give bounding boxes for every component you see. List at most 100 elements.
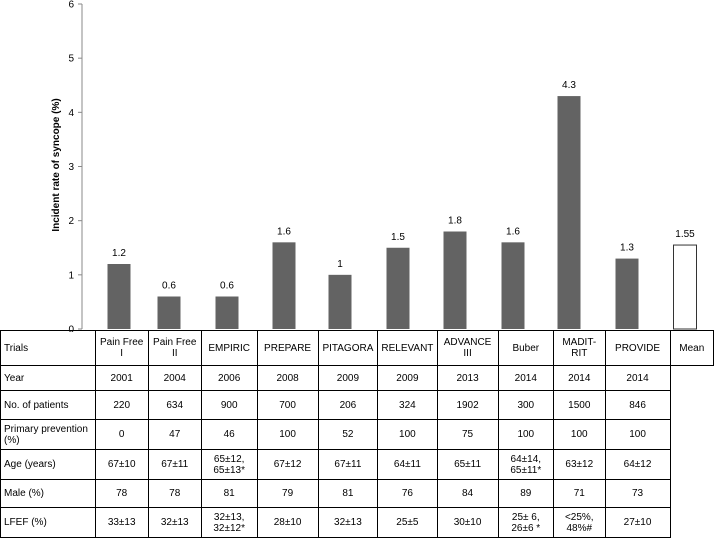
table-cell: 81: [200, 479, 258, 508]
table-cell: 67±11: [147, 449, 202, 480]
table-row: Age (years) 67±10 67±11 65±12, 65±13* 67±12 6…: [0, 449, 714, 480]
table-header-cell: PREPARE: [256, 330, 319, 366]
table-cell: 25± 6, 26±6 *: [497, 507, 554, 538]
empty-cell: [670, 480, 714, 508]
data-label: 1.2: [112, 248, 126, 259]
table-cell: 1500: [552, 390, 606, 420]
table-cell: 100: [604, 419, 671, 450]
bars: [107, 96, 697, 330]
data-label: 1: [337, 259, 343, 270]
table-cell: 76: [377, 479, 438, 508]
data-labels: 1.2 0.6 0.6 1.6 1 1.5 1.8 1.6 4.3 1.3 1.55: [112, 80, 695, 291]
data-label: 1.6: [506, 226, 520, 237]
y-axis: 0 1 2 3 4 5 6: [68, 0, 83, 333]
data-label: 4.3: [562, 80, 576, 91]
y-axis-label: Incident rate of syncope (%): [51, 98, 62, 231]
y-tick-label: 2: [68, 216, 74, 227]
empty-cell: [670, 450, 714, 480]
empty-cell: [670, 508, 714, 538]
bar: [501, 242, 525, 329]
bar-mean: [673, 244, 697, 330]
bar: [272, 242, 296, 329]
table-row-label: Primary prevention (%): [0, 419, 96, 450]
data-label: 0.6: [220, 281, 234, 292]
table-cell: 2004: [147, 365, 202, 391]
table-cell: 75: [436, 419, 499, 450]
table-cell: 2014: [552, 365, 606, 391]
y-tick-label: 0: [68, 325, 74, 333]
table-cell: 84: [436, 479, 499, 508]
table-cell: 33±13: [94, 507, 149, 538]
table-cell: 81: [317, 479, 379, 508]
empty-cell: [670, 366, 714, 391]
table-cell: 32±13, 32±12*: [200, 507, 258, 538]
table-cell: 900: [200, 390, 258, 420]
data-label: 1.6: [277, 226, 291, 237]
data-label: 1.5: [391, 232, 405, 243]
table-cell: 65±12, 65±13*: [200, 449, 258, 480]
bar: [615, 258, 639, 329]
table-cell: 206: [317, 390, 379, 420]
y-tick-label: 6: [68, 0, 74, 11]
table-cell: 25±5: [377, 507, 438, 538]
table-cell: 64±12: [604, 449, 671, 480]
table-cell: 63±12: [552, 449, 606, 480]
table-cell: 100: [256, 419, 319, 450]
table-row: LFEF (%) 33±13 32±13 32±13, 32±12* 28±10 32±1…: [0, 507, 714, 538]
table-cell: 2014: [497, 365, 554, 391]
table-cell: 846: [604, 390, 671, 420]
table-cell: 100: [497, 419, 554, 450]
table-row: Year 2001 2004 2006 2008 2009 2009 2013 2014 2014…: [0, 365, 714, 391]
data-label: 1.3: [620, 243, 634, 254]
table-header-cell: ADVANCE III: [436, 330, 499, 366]
table-row: No. of patients 220 634 900 700 206 324 1902 300…: [0, 390, 714, 420]
table-cell: 324: [377, 390, 438, 420]
bar: [386, 247, 410, 329]
data-label: 1.55: [675, 229, 695, 240]
table-cell: 67±10: [94, 449, 149, 480]
table-row-label: Year: [0, 365, 96, 391]
empty-cell: [670, 391, 714, 420]
table-cell: 220: [94, 390, 149, 420]
bar: [157, 296, 181, 329]
bar: [107, 264, 131, 329]
bar-chart: Incident rate of syncope (%) 0 1 2 3 4 5 6 1.2…: [51, 0, 697, 333]
table-cell: 2009: [317, 365, 379, 391]
data-label: 1.8: [448, 216, 462, 227]
bar: [443, 231, 467, 329]
table-row: Male (%) 78 78 81 79 81 76 84 89 71 73: [0, 479, 714, 508]
table-cell: 300: [497, 390, 554, 420]
table-cell: 64±11: [377, 449, 438, 480]
bar: [328, 274, 352, 329]
table-cell: 32±13: [317, 507, 379, 538]
table-cell: 46: [200, 419, 258, 450]
table-cell: 28±10: [256, 507, 319, 538]
table-cell: 47: [147, 419, 202, 450]
table-cell: <25%, 48%#: [552, 507, 606, 538]
bar: [557, 96, 581, 329]
table-cell: 78: [94, 479, 149, 508]
table-header-cell: Pain Free II: [147, 330, 202, 366]
table-row-label: Male (%): [0, 479, 96, 508]
table-cell: 78: [147, 479, 202, 508]
table-header-cell: Pain Free I: [94, 330, 149, 366]
table-cell: 100: [552, 419, 606, 450]
table-cell: 27±10: [604, 507, 671, 538]
table-cell: 2014: [604, 365, 671, 391]
table-row-label: Age (years): [0, 449, 96, 480]
y-tick-label: 5: [68, 54, 74, 65]
bar: [215, 296, 239, 329]
table-cell: 67±12: [256, 449, 319, 480]
table-cell: 52: [317, 419, 379, 450]
table-cell: 32±13: [147, 507, 202, 538]
table-cell: 0: [94, 419, 149, 450]
y-tick-label: 1: [68, 270, 74, 281]
y-tick-label: 4: [68, 108, 74, 119]
table-header-cell: PITAGORA: [317, 330, 379, 366]
table-row-label: LFEF (%): [0, 507, 96, 538]
table-cell: 65±11: [436, 449, 499, 480]
table-cell: 2013: [436, 365, 499, 391]
table-header-cell: EMPIRIC: [200, 330, 258, 366]
y-tick-label: 3: [68, 162, 74, 173]
table-row-label: No. of patients: [0, 390, 96, 420]
